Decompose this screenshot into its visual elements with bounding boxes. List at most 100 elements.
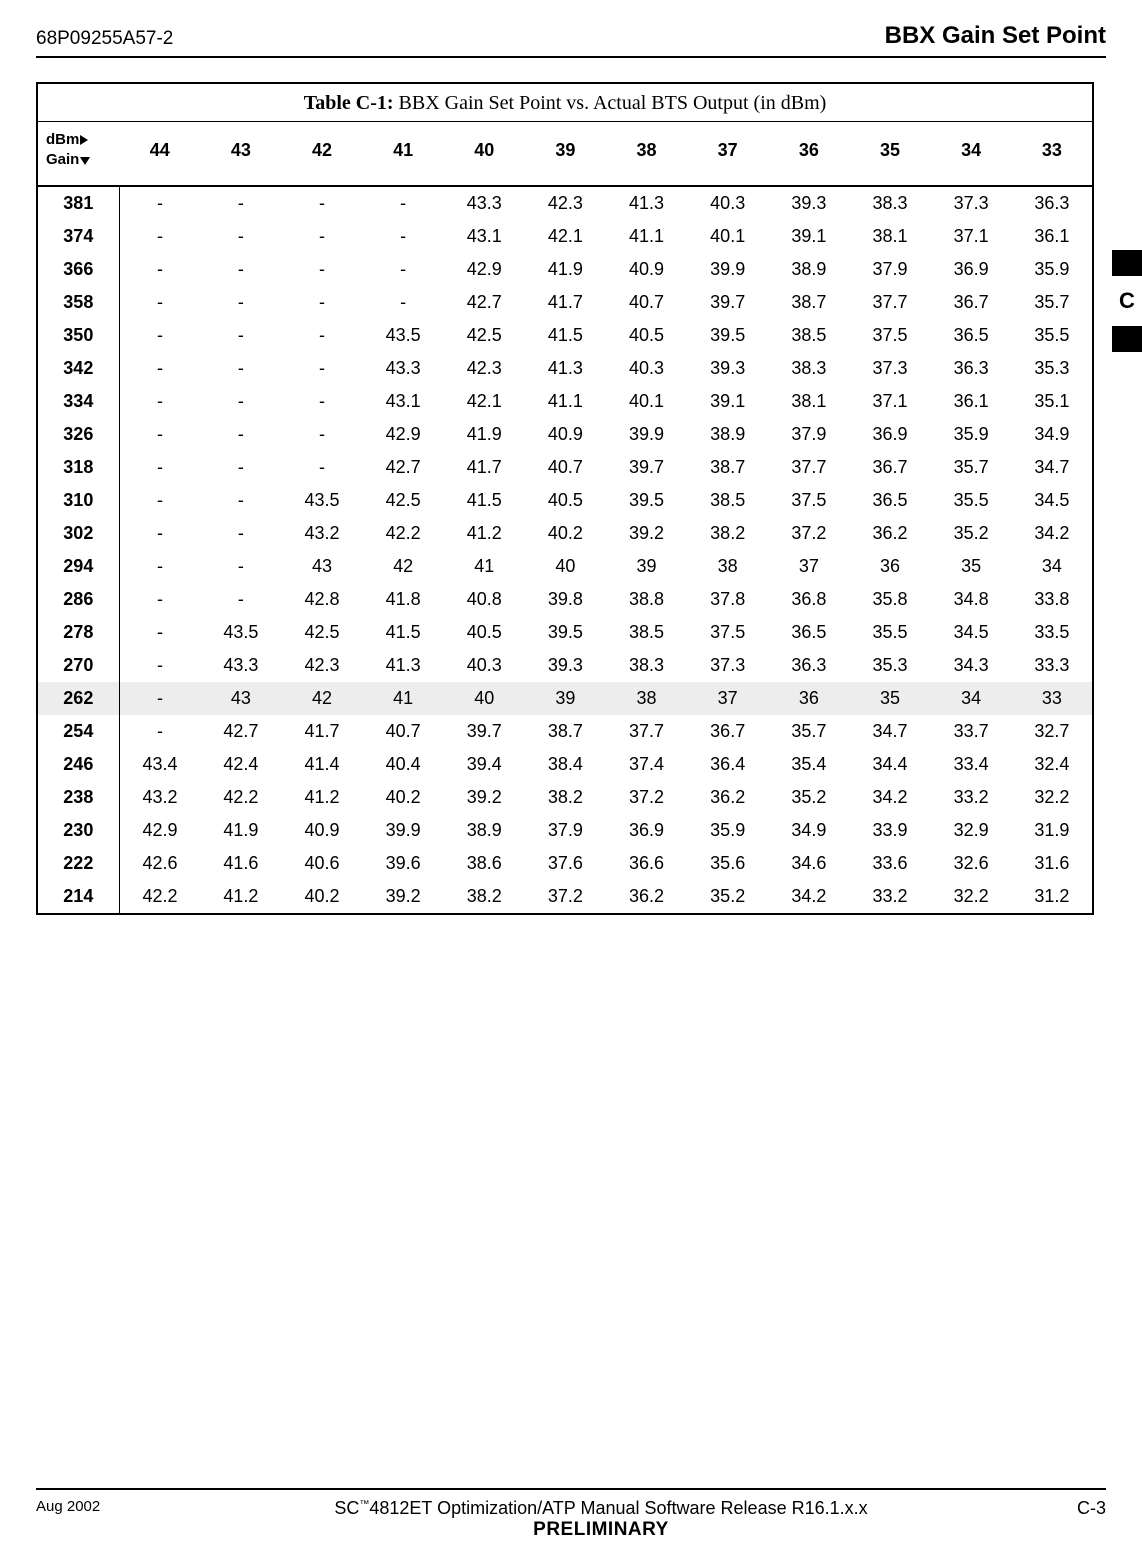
value-cell: 36.7 [687, 715, 768, 748]
value-cell: 39.3 [687, 352, 768, 385]
value-cell: 34 [1012, 550, 1093, 583]
value-cell: 43.2 [119, 781, 200, 814]
value-cell: 39.1 [768, 220, 849, 253]
footer-line1-rest: 4812ET Optimization/ATP Manual Software … [369, 1498, 867, 1518]
value-cell: 39.6 [363, 847, 444, 880]
value-cell: 42.8 [281, 583, 362, 616]
value-cell: 42.3 [444, 352, 525, 385]
table-body: 381----43.342.341.340.339.338.337.336.33… [37, 186, 1093, 914]
value-cell: 34.3 [931, 649, 1012, 682]
table-row: 326---42.941.940.939.938.937.936.935.934… [37, 418, 1093, 451]
value-cell: 39.2 [606, 517, 687, 550]
arrow-right-icon [80, 135, 88, 145]
value-cell: 35 [931, 550, 1012, 583]
value-cell: 34.5 [931, 616, 1012, 649]
side-tab-label: C [1112, 282, 1142, 320]
footer-date: Aug 2002 [36, 1498, 156, 1515]
page-title: BBX Gain Set Point [885, 22, 1106, 50]
value-cell: 42.7 [363, 451, 444, 484]
value-cell: 40.9 [606, 253, 687, 286]
value-cell: 42.7 [444, 286, 525, 319]
value-cell: 38.7 [768, 286, 849, 319]
value-cell: 33.2 [849, 880, 930, 914]
value-cell: 38.7 [687, 451, 768, 484]
value-cell: 36.6 [606, 847, 687, 880]
value-cell: 40.2 [281, 880, 362, 914]
value-cell: 38.5 [687, 484, 768, 517]
value-cell: 38.8 [606, 583, 687, 616]
value-cell: 37.5 [768, 484, 849, 517]
value-cell: 42.9 [119, 814, 200, 847]
value-cell: 42.4 [200, 748, 281, 781]
footer-prefix: SC [334, 1498, 359, 1518]
col-header: 38 [606, 122, 687, 186]
value-cell: - [200, 319, 281, 352]
value-cell: 37.4 [606, 748, 687, 781]
value-cell: 35.2 [768, 781, 849, 814]
value-cell: 34.8 [931, 583, 1012, 616]
value-cell: 38.5 [768, 319, 849, 352]
gain-cell: 358 [37, 286, 119, 319]
value-cell: - [200, 517, 281, 550]
page-header: 68P09255A57-2 BBX Gain Set Point [36, 22, 1106, 58]
gain-cell: 374 [37, 220, 119, 253]
value-cell: 33.4 [931, 748, 1012, 781]
value-cell: 40.1 [606, 385, 687, 418]
value-cell: 42.1 [525, 220, 606, 253]
value-cell: 35.4 [768, 748, 849, 781]
value-cell: 40 [444, 682, 525, 715]
value-cell: - [281, 352, 362, 385]
value-cell: 38.3 [768, 352, 849, 385]
value-cell: 40.7 [525, 451, 606, 484]
value-cell: 40.5 [444, 616, 525, 649]
value-cell: 39.5 [687, 319, 768, 352]
value-cell: - [363, 286, 444, 319]
footer-page-num: C-3 [1046, 1498, 1106, 1519]
value-cell: 36.9 [849, 418, 930, 451]
value-cell: 36.9 [606, 814, 687, 847]
value-cell: 40.7 [606, 286, 687, 319]
col-header: 33 [1012, 122, 1093, 186]
gain-cell: 254 [37, 715, 119, 748]
value-cell: 34.7 [1012, 451, 1093, 484]
value-cell: 39.9 [363, 814, 444, 847]
value-cell: 37.6 [525, 847, 606, 880]
value-cell: 41.3 [606, 186, 687, 220]
col-header: 39 [525, 122, 606, 186]
gain-cell: 246 [37, 748, 119, 781]
value-cell: 38.3 [849, 186, 930, 220]
value-cell: 35 [849, 682, 930, 715]
side-tab: C [1112, 250, 1142, 352]
value-cell: - [363, 253, 444, 286]
value-cell: - [200, 352, 281, 385]
col-header: 34 [931, 122, 1012, 186]
value-cell: 38.9 [444, 814, 525, 847]
value-cell: 35.6 [687, 847, 768, 880]
value-cell: 41.8 [363, 583, 444, 616]
value-cell: 37 [687, 682, 768, 715]
value-cell: 41.5 [444, 484, 525, 517]
value-cell: 31.9 [1012, 814, 1093, 847]
value-cell: 41.7 [525, 286, 606, 319]
value-cell: 38.2 [444, 880, 525, 914]
value-cell: 36.2 [606, 880, 687, 914]
value-cell: - [200, 550, 281, 583]
value-cell: 43.3 [200, 649, 281, 682]
value-cell: 38.2 [687, 517, 768, 550]
value-cell: 41.1 [525, 385, 606, 418]
value-cell: 40.2 [363, 781, 444, 814]
value-cell: 40.3 [606, 352, 687, 385]
value-cell: - [119, 220, 200, 253]
value-cell: 37.2 [768, 517, 849, 550]
gain-cell: 286 [37, 583, 119, 616]
value-cell: 40.3 [687, 186, 768, 220]
value-cell: 41.1 [606, 220, 687, 253]
value-cell: - [200, 484, 281, 517]
value-cell: 34.4 [849, 748, 930, 781]
value-cell: 33.3 [1012, 649, 1093, 682]
value-cell: - [119, 616, 200, 649]
table-row: 254-42.741.740.739.738.737.736.735.734.7… [37, 715, 1093, 748]
value-cell: - [119, 319, 200, 352]
value-cell: - [281, 220, 362, 253]
value-cell: 43.5 [200, 616, 281, 649]
